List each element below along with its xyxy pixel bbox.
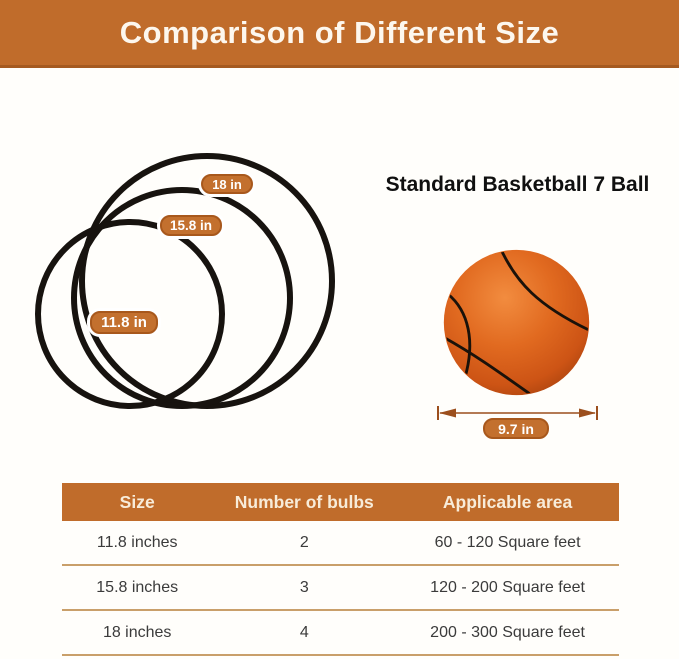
- basketball-image: [443, 249, 590, 396]
- ring-11.8in: [35, 219, 225, 409]
- banner: Comparison of Different Size: [0, 0, 679, 68]
- table-row: 11.8 inches 2 60 - 120 Square feet: [62, 521, 619, 566]
- table-header-bulbs: Number of bulbs: [234, 491, 374, 512]
- ring-label-18in: 18 in: [201, 174, 253, 194]
- cell-size: 15.8 inches: [96, 578, 179, 596]
- ring-15.8in: [71, 187, 293, 409]
- comparison-table: Size Number of bulbs Applicable area 11.…: [62, 483, 619, 656]
- cell-bulbs: 2: [299, 533, 309, 551]
- diameter-arrow: [437, 406, 598, 420]
- table-header-size: Size: [119, 491, 155, 512]
- cell-bulbs: 3: [299, 578, 309, 596]
- diameter-label: 9.7 in: [483, 418, 549, 439]
- table-row: 18 inches 4 200 - 300 Square feet: [62, 611, 619, 656]
- table-header-row: Size Number of bulbs Applicable area: [62, 483, 619, 521]
- cell-area: 200 - 300 Square feet: [430, 623, 585, 641]
- page-title: Comparison of Different Size: [119, 14, 560, 50]
- ball-seams: [444, 250, 589, 395]
- table-row: 15.8 inches 3 120 - 200 Square feet: [62, 566, 619, 611]
- size-rings-graphic: [35, 153, 335, 409]
- cell-size: 11.8 inches: [96, 533, 178, 551]
- table-header-area: Applicable area: [442, 491, 573, 512]
- cell-area: 120 - 200 Square feet: [430, 578, 585, 596]
- cell-bulbs: 4: [299, 623, 309, 641]
- ring-label-11.8in: 11.8 in: [90, 311, 158, 334]
- basketball-title: Standard Basketball 7 Ball: [385, 173, 650, 196]
- cell-size: 18 inches: [102, 623, 172, 641]
- cell-area: 60 - 120 Square feet: [434, 533, 581, 551]
- ring-label-15.8in: 15.8 in: [160, 215, 222, 236]
